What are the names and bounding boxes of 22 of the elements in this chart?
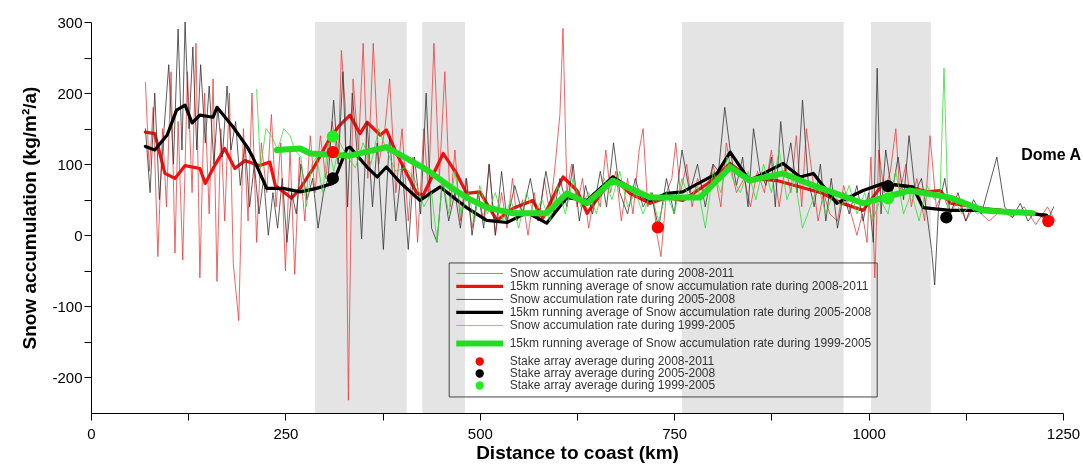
y-tick-label: 200 (57, 84, 83, 102)
x-tick-label: 500 (467, 424, 493, 442)
legend-label: Stake array average during 2008-2011 (509, 354, 715, 369)
y-tick-label: 100 (57, 155, 83, 173)
x-tick-label: 250 (273, 424, 299, 442)
legend-label: 15km running average of Snow accumulation rate during 1999-2005 (509, 336, 872, 351)
x-tick-label: 1250 (1046, 424, 1081, 442)
legend-label: 15km running average of snow accumulation rate during 2008-2011 (509, 279, 869, 294)
legend-label: Snow accumulation rate during 2008-2011 (509, 266, 735, 281)
y-axis-title: Snow accumulation (kg/m²/a) (19, 86, 41, 350)
x-tick-label: 1000 (852, 424, 886, 442)
y-tick-label: 300 (57, 13, 83, 31)
legend-label: 15km running average of Snow accumulation rate during 2005-2008 (509, 305, 872, 320)
x-tick-label: 0 (87, 424, 96, 442)
x-axis-title: Distance to coast (km) (476, 441, 679, 463)
y-tick-label: -100 (52, 297, 83, 315)
x-tick-label: 750 (662, 424, 688, 442)
legend-label: Snow accumulation rate during 1999-2005 (509, 318, 736, 333)
y-tick-label: -200 (52, 368, 83, 386)
legend-label: Snow accumulation rate during 2005-2008 (509, 292, 736, 307)
y-tick-label: 0 (74, 226, 83, 244)
annotation: Dome A (1021, 145, 1082, 163)
